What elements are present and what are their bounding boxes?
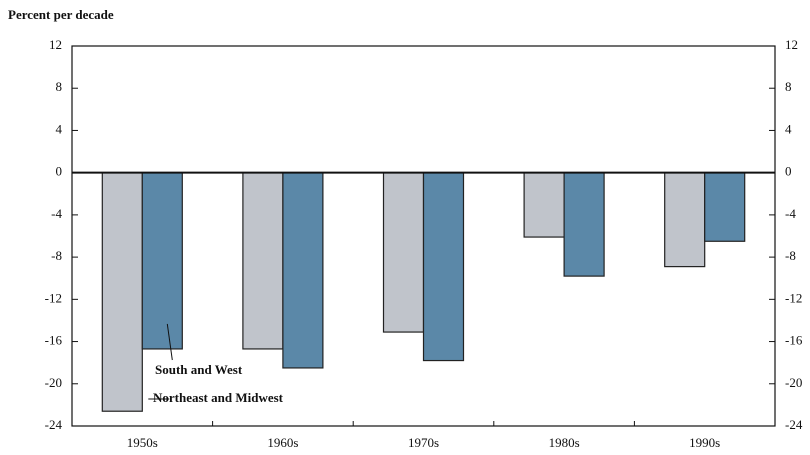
bar (523, 172, 565, 238)
bar (141, 172, 183, 350)
x-tick-label: 1990s (689, 435, 720, 450)
bar (101, 172, 143, 412)
y2-tick-label: 4 (785, 121, 792, 136)
y2-tick-label: -16 (785, 333, 803, 348)
annotation: South and West (155, 362, 243, 377)
bar (282, 172, 324, 369)
x-tick-label: 1980s (549, 435, 580, 450)
y-tick-label: 8 (56, 79, 63, 94)
y-tick-label: -8 (51, 248, 62, 263)
bar (422, 172, 465, 362)
y-tick-label: 12 (49, 37, 62, 52)
bar (382, 172, 425, 333)
x-tick-label: 1970s (408, 435, 439, 450)
annotation-line (166, 323, 173, 361)
x-tick-label: 1950s (127, 435, 158, 450)
y2-tick-label: 12 (785, 37, 798, 52)
y2-tick-label: -24 (785, 417, 803, 432)
y-tick-label: -20 (45, 375, 62, 390)
y-tick-label: 4 (56, 121, 63, 136)
plot-frame (71, 45, 776, 427)
annotation: Northeast and Midwest (153, 390, 284, 405)
y-tick-label: -24 (45, 417, 63, 432)
bar (664, 172, 706, 268)
y-axis-label: Percent per decade (8, 7, 114, 22)
y-tick-label: -12 (45, 290, 62, 305)
bar (704, 172, 746, 242)
x-tick-label: 1960s (267, 435, 298, 450)
y-tick-label: -4 (51, 206, 62, 221)
bar (563, 172, 605, 277)
y2-tick-label: -12 (785, 290, 802, 305)
y2-tick-label: 8 (785, 79, 792, 94)
y2-tick-label: -20 (785, 375, 802, 390)
y2-tick-label: 0 (785, 164, 792, 179)
y2-tick-label: -8 (785, 248, 796, 263)
y-tick-label: -16 (45, 333, 63, 348)
y-tick-label: 0 (56, 164, 63, 179)
y2-tick-label: -4 (785, 206, 796, 221)
bar (242, 172, 284, 350)
